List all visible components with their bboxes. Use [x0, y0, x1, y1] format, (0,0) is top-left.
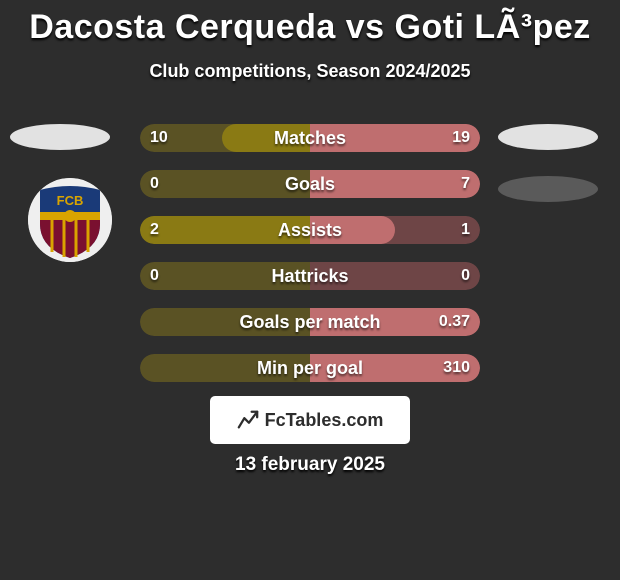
stat-row: Goals per match0.37	[140, 308, 480, 336]
date-label: 13 february 2025	[0, 454, 620, 476]
svg-text:FCB: FCB	[57, 193, 84, 208]
stat-row: Min per goal310	[140, 354, 480, 382]
stat-row: Assists21	[140, 216, 480, 244]
fctables-label: FcTables.com	[265, 410, 384, 431]
fcb-crest-icon: FCB	[28, 178, 112, 262]
stat-row: Matches1019	[140, 124, 480, 152]
comparison-chart: Matches1019 Goals07 Assists21 Hattricks00 Go…	[140, 124, 480, 400]
stat-row: Goals07	[140, 170, 480, 198]
club-badge-left: FCB	[28, 178, 112, 262]
player-right-shadow	[498, 176, 598, 202]
player-left-silhouette	[10, 124, 110, 150]
subtitle: Club competitions, Season 2024/2025	[0, 61, 620, 82]
fctables-watermark: FcTables.com	[210, 396, 410, 444]
fctables-logo-icon	[237, 409, 259, 431]
stat-row: Hattricks00	[140, 262, 480, 290]
page-title: Dacosta Cerqueda vs Goti LÃ³pez	[0, 0, 620, 47]
player-right-silhouette	[498, 124, 598, 150]
